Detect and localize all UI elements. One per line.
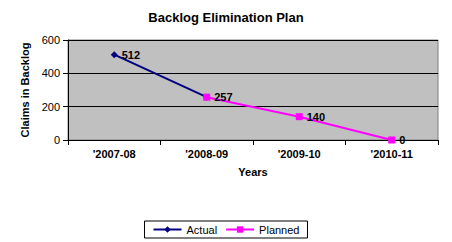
svg-text:200: 200 — [42, 101, 60, 113]
svg-text:140: 140 — [307, 111, 325, 123]
svg-text:600: 600 — [42, 34, 60, 46]
svg-text:Planned: Planned — [259, 224, 299, 236]
svg-text:Backlog Elimination Plan: Backlog Elimination Plan — [148, 10, 303, 25]
svg-text:400: 400 — [42, 67, 60, 79]
svg-text:257: 257 — [214, 91, 232, 103]
svg-text:'2007-08: '2007-08 — [93, 148, 136, 160]
svg-text:512: 512 — [122, 49, 140, 61]
svg-text:Years: Years — [238, 166, 267, 178]
svg-text:Claims in Backlog: Claims in Backlog — [19, 43, 31, 138]
svg-text:'2009-10: '2009-10 — [278, 148, 321, 160]
svg-text:'2008-09: '2008-09 — [185, 148, 228, 160]
svg-text:Actual: Actual — [187, 224, 218, 236]
svg-text:0: 0 — [54, 134, 60, 146]
svg-text:'2010-11: '2010-11 — [371, 148, 413, 160]
svg-text:0: 0 — [399, 134, 405, 146]
